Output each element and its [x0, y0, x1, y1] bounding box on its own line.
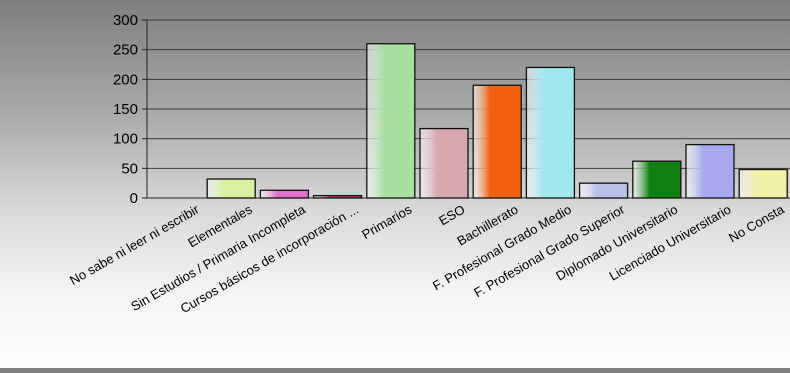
bars	[206, 43, 788, 199]
y-tick-label: 50	[121, 160, 138, 177]
bar	[685, 143, 735, 199]
bar	[312, 194, 363, 199]
bar	[419, 127, 469, 199]
y-tick-label: 300	[113, 12, 138, 29]
bar	[738, 168, 788, 199]
y-tick-label: 150	[113, 101, 138, 118]
bar	[259, 189, 310, 199]
bar	[366, 43, 416, 199]
y-tick-label: 100	[113, 131, 138, 148]
bar	[578, 182, 629, 199]
category-labels: No sabe ni leer ni escribirElementalesSi…	[67, 201, 787, 316]
axes: 0 50 100 150 200 250 300	[113, 12, 790, 207]
y-tick-label: 250	[113, 42, 138, 59]
bar	[206, 178, 256, 199]
bar	[632, 160, 682, 199]
y-tick-label: 200	[113, 71, 138, 88]
x-tick-label: Primarios	[359, 201, 414, 242]
x-tick-label: ESO	[436, 202, 467, 229]
y-tick-label: 0	[130, 190, 138, 207]
x-tick-label: No Consta	[726, 201, 787, 245]
bar	[472, 84, 522, 199]
bar	[525, 66, 576, 199]
